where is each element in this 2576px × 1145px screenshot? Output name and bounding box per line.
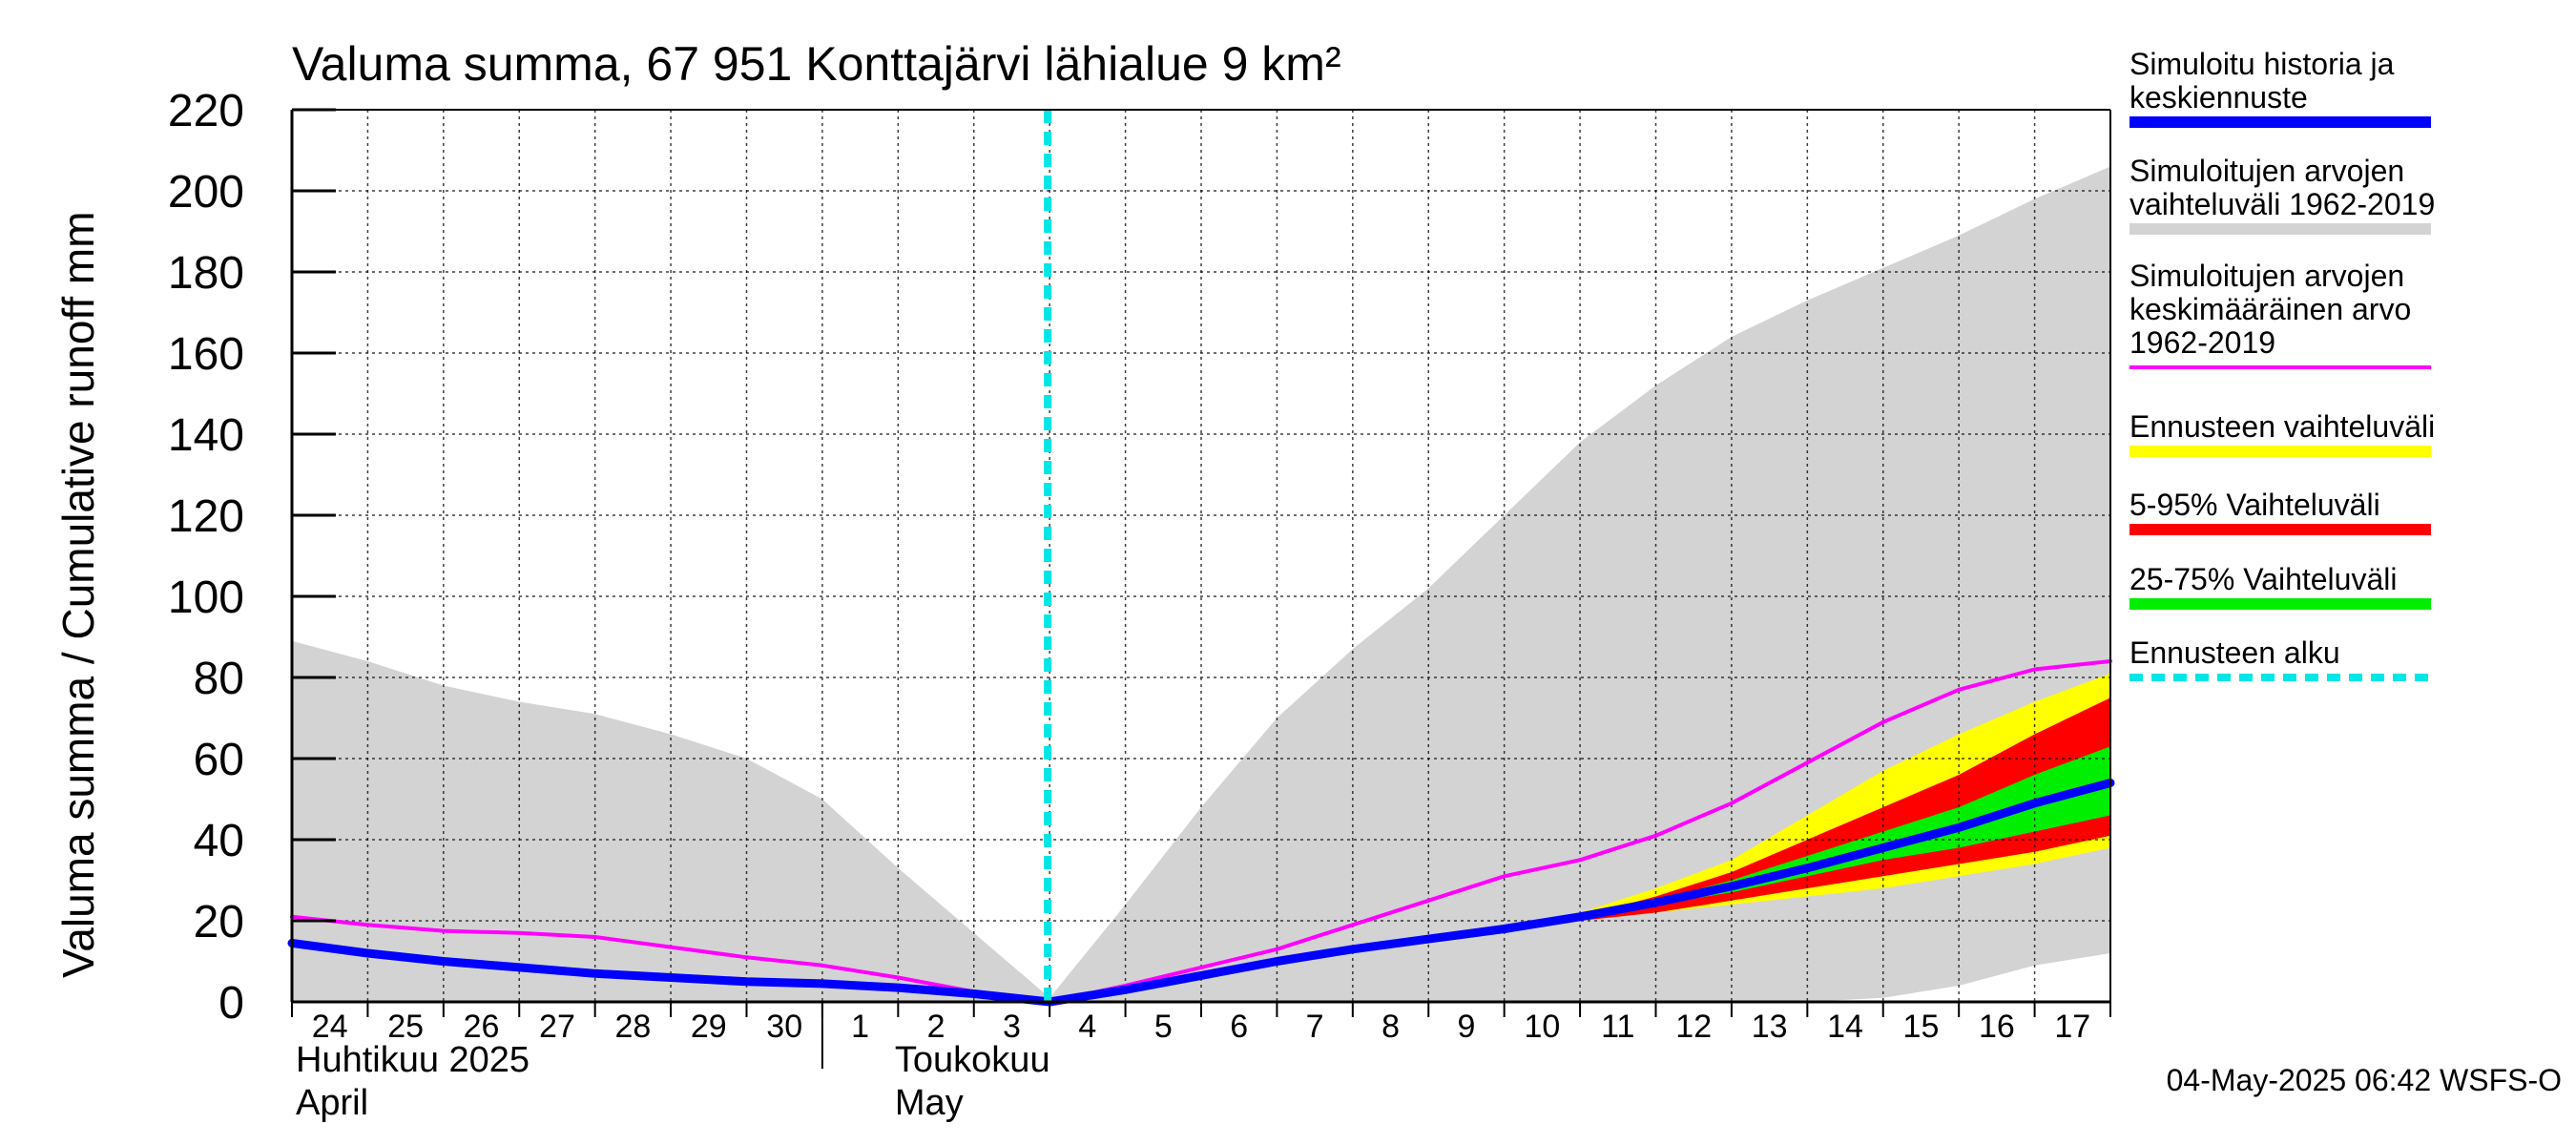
month-label-en: April (296, 1083, 368, 1123)
legend-label: Simuloitu historia ja (2129, 47, 2395, 81)
x-tick-label: 5 (1154, 1009, 1173, 1045)
y-tick-label: 140 (168, 410, 244, 461)
x-tick-label: 6 (1230, 1009, 1248, 1045)
x-tick-label: 10 (1524, 1009, 1560, 1045)
month-label-fi: Toukokuu (895, 1040, 1050, 1080)
legend-label: 25-75% Vaihteluväli (2129, 562, 2397, 596)
x-tick-label: 7 (1306, 1009, 1324, 1045)
timestamp-footer: 04-May-2025 06:42 WSFS-O (2167, 1063, 2562, 1097)
x-tick-label: 1 (851, 1009, 869, 1045)
x-tick-label: 26 (464, 1009, 500, 1045)
y-tick-label: 20 (194, 897, 244, 947)
y-tick-label: 160 (168, 329, 244, 380)
x-tick-label: 11 (1601, 1009, 1634, 1045)
legend-label: Simuloitujen arvojen (2129, 154, 2404, 188)
band-3 (1504, 746, 2110, 929)
x-tick-label: 9 (1457, 1009, 1475, 1045)
x-tick-label: 27 (539, 1009, 575, 1045)
y-axis-label: Valuma summa / Cumulative runoff mm (53, 211, 103, 978)
x-tick-label: 12 (1675, 1009, 1712, 1045)
y-tick-label: 180 (168, 248, 244, 299)
x-tick-label: 3 (1003, 1009, 1021, 1045)
chart-title: Valuma summa, 67 951 Konttajärvi lähialu… (292, 37, 1341, 91)
series-line-1 (287, 779, 2115, 1007)
x-tick-label: 4 (1078, 1009, 1096, 1045)
x-tick-label: 14 (1827, 1009, 1863, 1045)
legend-label: Simuloitujen arvojen (2129, 259, 2404, 293)
x-tick-label: 17 (2054, 1009, 2090, 1045)
x-tick-label: 16 (1979, 1009, 2015, 1045)
y-tick-label: 60 (194, 735, 244, 785)
x-tick-label: 8 (1381, 1009, 1400, 1045)
month-label-en: May (895, 1083, 964, 1123)
y-tick-label: 220 (168, 86, 244, 136)
x-tick-label: 29 (691, 1009, 727, 1045)
x-tick-label: 24 (312, 1009, 348, 1045)
legend-label: Ennusteen vaihteluväli (2129, 409, 2435, 444)
month-label-fi: Huhtikuu 2025 (296, 1040, 530, 1080)
y-tick-label: 200 (168, 167, 244, 218)
legend-label: keskiennuste (2129, 80, 2308, 114)
x-tick-label: 2 (927, 1009, 945, 1045)
x-tick-label: 25 (387, 1009, 424, 1045)
legend-label: vaihteluväli 1962-2019 (2129, 187, 2435, 221)
series-line-0 (290, 659, 2112, 1004)
legend-label: 5-95% Vaihteluväli (2129, 488, 2380, 522)
x-tick-label: 28 (614, 1009, 651, 1045)
y-tick-label: 120 (168, 491, 244, 542)
legend-label: Ennusteen alku (2129, 635, 2340, 670)
y-tick-label: 40 (194, 816, 244, 866)
x-tick-label: 13 (1752, 1009, 1788, 1045)
x-tick-label: 30 (766, 1009, 802, 1045)
y-tick-label: 0 (218, 978, 244, 1029)
y-tick-label: 80 (194, 654, 244, 704)
legend-label: 1962-2019 (2129, 325, 2275, 360)
legend-label: keskimääräinen arvo (2129, 292, 2411, 326)
x-tick-label: 15 (1903, 1009, 1940, 1045)
y-tick-label: 100 (168, 572, 244, 623)
